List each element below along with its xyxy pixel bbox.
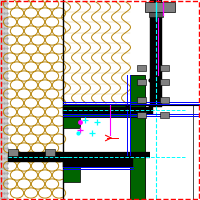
Bar [63,153,133,162]
Bar [160,112,169,118]
Bar [137,79,146,85]
Bar [160,79,169,85]
Bar [63,162,133,167]
Bar [150,0,162,107]
Bar [149,12,163,17]
Bar [137,65,146,71]
Bar [63,105,145,117]
Bar [0,0,8,200]
Bar [160,97,169,103]
Bar [8,149,18,156]
Bar [63,107,153,114]
Bar [45,149,55,156]
Bar [137,97,146,103]
Bar [137,112,146,118]
Bar [63,0,130,105]
Bar [145,2,175,12]
Bar [130,75,145,200]
Bar [63,117,80,128]
Bar [8,0,63,200]
Bar [8,155,66,162]
Bar [160,65,169,71]
Bar [63,162,80,182]
